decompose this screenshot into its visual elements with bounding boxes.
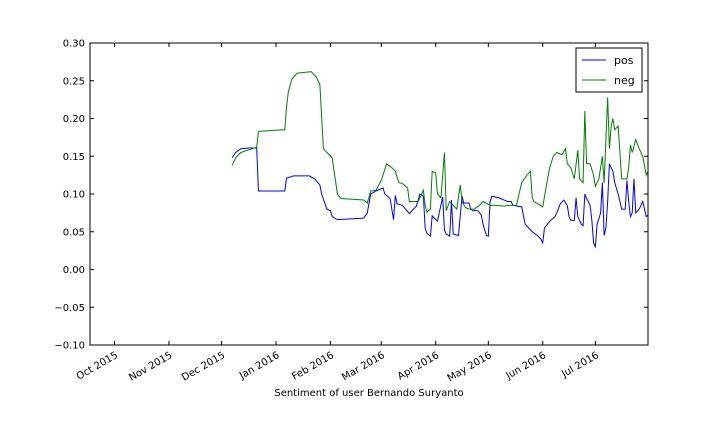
y-axis: −0.10 −0.05 0.00 0.05 0.10 0.15 0.20 0.25 0.30 (54, 39, 648, 352)
x-tick-label: Jun 2016 (504, 350, 549, 382)
x-tick-label: Apr 2016 (396, 350, 441, 382)
series-line-pos (231, 147, 649, 249)
legend-label-pos: pos (614, 54, 634, 67)
y-tick-label: 0.00 (63, 265, 85, 276)
legend: pos neg (575, 47, 643, 93)
y-tick-label: 0.15 (63, 152, 85, 163)
x-axis: Oct 2015 Nov 2015 Dec 2015 Jan 2016 Feb 2016… (75, 43, 601, 384)
y-tick-label: −0.05 (54, 303, 85, 314)
x-tick-label: May 2016 (446, 350, 494, 384)
y-tick-label: 0.10 (63, 190, 85, 201)
y-tick-label: 0.05 (63, 227, 85, 238)
x-tick-label: Feb 2016 (290, 350, 336, 383)
x-tick-label: Oct 2015 (75, 350, 120, 382)
series-line-neg (231, 71, 649, 214)
y-tick-label: −0.10 (54, 341, 85, 352)
x-tick-label: Jan 2016 (237, 350, 282, 382)
x-tick-label: Jul 2016 (559, 350, 601, 380)
x-tick-label: Nov 2015 (127, 350, 174, 384)
y-tick-label: 0.25 (63, 76, 85, 87)
legend-box (575, 47, 643, 93)
x-tick-label: Mar 2016 (340, 350, 387, 383)
x-tick-label: Dec 2015 (180, 350, 227, 384)
y-tick-label: 0.30 (63, 39, 85, 50)
legend-label-neg: neg (614, 74, 635, 87)
series-lines (231, 71, 649, 249)
x-axis-title: Sentiment of user Bernando Suryanto (274, 388, 463, 399)
plot-area-frame (89, 42, 649, 346)
y-tick-label: 0.20 (63, 114, 85, 125)
